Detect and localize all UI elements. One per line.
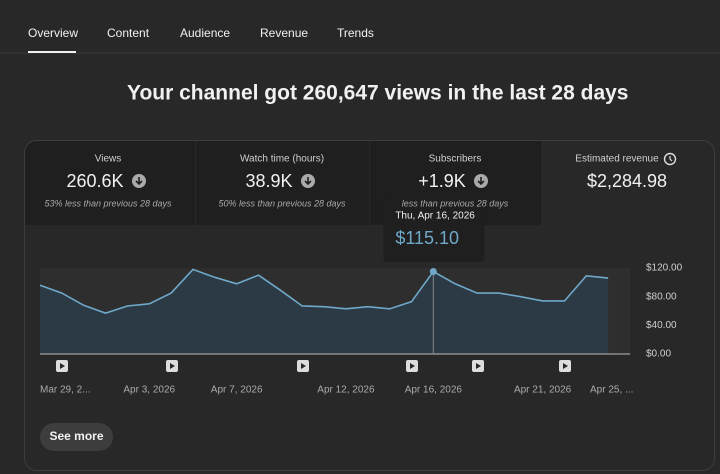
card-bg: [25, 141, 195, 225]
tab[interactable]: Content: [107, 26, 150, 40]
card-note: less than previous 28 days: [402, 198, 509, 208]
down-icon: [132, 174, 146, 188]
card-label: Estimated revenue: [575, 154, 659, 165]
headline: Your channel got 260,647 views in the la…: [127, 82, 628, 105]
x-tick-label: Apr 7, 2026: [211, 385, 263, 396]
x-tick-label: Apr 3, 2026: [123, 385, 175, 396]
line: [39, 268, 609, 314]
y-tick-label: $80.00: [646, 291, 677, 302]
x-tick-label: Mar 29, 2...: [40, 385, 91, 396]
tooltip: [383, 196, 485, 262]
tab[interactable]: Audience: [180, 26, 230, 40]
tab-underline: [28, 51, 76, 53]
tooltip-title: Thu, Apr 16, 2026: [395, 211, 475, 222]
see-more-label[interactable]: See more: [49, 429, 103, 443]
card-label: Watch time (hours): [240, 154, 324, 165]
card-note: 50% less than previous 28 days: [218, 198, 346, 208]
down-icon: [301, 174, 315, 188]
card-label: Views: [95, 154, 122, 165]
card-bg: [196, 141, 369, 225]
x-tick-label: Apr 21, 2026: [514, 385, 572, 396]
tab[interactable]: Revenue: [260, 26, 308, 40]
see-more-button[interactable]: [40, 423, 113, 451]
card-note: 53% less than previous 28 days: [44, 198, 172, 208]
video-markers: [56, 360, 571, 372]
area: [40, 269, 609, 354]
card-value: $2,284.98: [587, 171, 667, 191]
x-tick-label: Apr 25, ...: [590, 385, 633, 396]
y-tick-label: $0.00: [646, 349, 671, 360]
clock-icon: [663, 152, 677, 166]
x-tick-label: Apr 16, 2026: [405, 385, 463, 396]
card-value: 260.6K: [66, 171, 123, 191]
hover-point: [429, 268, 437, 276]
card-value: +1.9K: [418, 171, 466, 191]
y-tick-label: $40.00: [646, 320, 677, 331]
tab[interactable]: Trends: [337, 26, 374, 40]
x-tick-label: Apr 12, 2026: [317, 385, 375, 396]
tooltip-value: $115.10: [395, 228, 459, 248]
down-icon: [474, 174, 488, 188]
tab[interactable]: Overview: [28, 26, 78, 40]
card-label: Subscribers: [429, 154, 482, 165]
card-value: 38.9K: [245, 171, 292, 191]
y-tick-label: $120.00: [646, 263, 683, 274]
chart: $0.00 $40.00 $80.00 $120.00 Mar 29, 2... Apr …: [39, 196, 683, 396]
